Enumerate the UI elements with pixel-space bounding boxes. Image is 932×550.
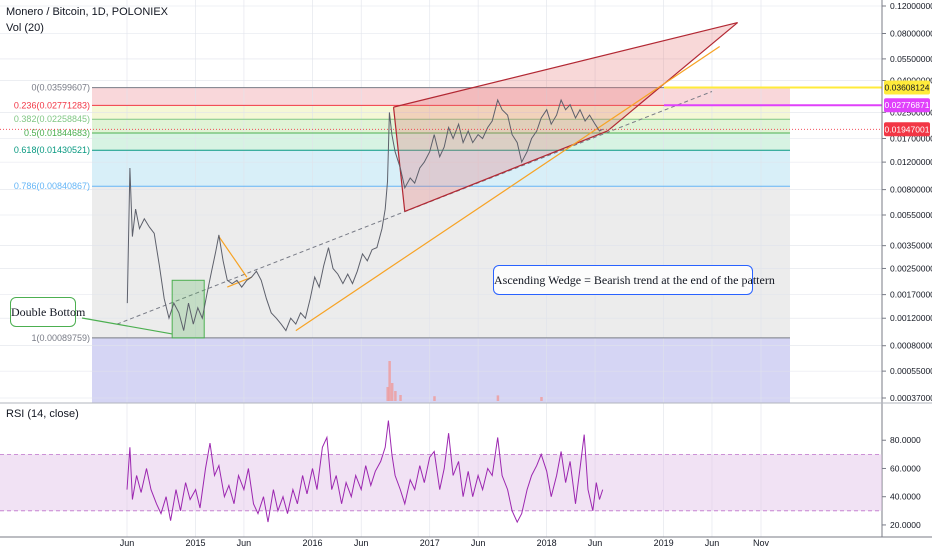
y-tick-label: 0.00170000 — [890, 290, 932, 300]
price-label-box — [884, 98, 930, 113]
price-label-text: 0.01947001 — [885, 124, 930, 134]
orange-trendline — [218, 236, 248, 278]
x-tick-label: 2017 — [420, 538, 440, 548]
price-label-text: 0.03608124 — [885, 82, 930, 92]
price-label-box — [884, 80, 930, 95]
fib-zone-below — [92, 337, 790, 403]
symbol-title: Monero / Bitcoin, 1D, POLONIEX — [6, 6, 169, 18]
x-tick-label: 2018 — [537, 538, 557, 548]
fib-level-label: 0(0.03599607) — [31, 83, 90, 93]
price-label-text: 0.02776871 — [885, 100, 930, 110]
fib-level-label: 1(0.00089759) — [31, 333, 90, 343]
y-tick-label: 0.01200000 — [890, 157, 932, 167]
rsi-line — [126, 420, 604, 524]
fib-level-label: 0.786(0.00840867) — [14, 181, 90, 191]
volume-bar — [388, 361, 391, 401]
fib-level-label: 0.618(0.01430521) — [14, 145, 90, 155]
fib-zone — [92, 150, 790, 187]
volume-bar — [394, 391, 397, 401]
wedge-note: Ascending Wedge = Bearish trend at the e… — [493, 265, 775, 295]
x-tick-label: Jun — [471, 538, 486, 548]
wedge-base-line — [392, 107, 406, 212]
fib-zone — [92, 186, 790, 338]
y-tick-label: 0.12000000 — [890, 1, 932, 11]
orange-trendline — [295, 46, 721, 332]
y-tick-label: 0.00250000 — [890, 263, 932, 273]
y-tick-label: 0.08000000 — [890, 28, 932, 38]
volume-legend: Vol (20) — [6, 22, 44, 34]
fib-level-label: 0.382(0.02258845) — [14, 114, 90, 124]
rsi-tick-label: 80.0000 — [890, 435, 921, 445]
x-tick-label: Jun — [237, 538, 252, 548]
fib-zone — [92, 87, 790, 106]
x-tick-label: Jun — [354, 538, 369, 548]
x-tick-label: Nov — [753, 538, 770, 548]
fib-zone — [92, 132, 790, 151]
y-tick-label: 0.00080000 — [890, 341, 932, 351]
rsi-tick-label: 60.0000 — [890, 463, 921, 473]
y-tick-label: 0.00055000 — [890, 366, 932, 376]
dashed-trendline — [116, 91, 713, 325]
orange-trendline — [227, 276, 252, 288]
wedge-apex-line — [607, 22, 738, 132]
volume-bar — [386, 387, 389, 401]
y-tick-label: 0.00120000 — [890, 313, 932, 323]
x-tick-label: Jun — [588, 538, 603, 548]
y-tick-label: 0.05500000 — [890, 54, 932, 64]
volume-bar — [540, 397, 543, 401]
fib-level-label: 0.236(0.02771283) — [14, 100, 90, 110]
double-bottom-callout: Double Bottom — [10, 297, 85, 327]
y-tick-label: 0.00037000 — [890, 393, 932, 403]
volume-bar — [433, 396, 436, 401]
x-tick-label: Jun — [705, 538, 720, 548]
volume-bar — [399, 395, 402, 401]
y-tick-label: 0.00350000 — [890, 241, 932, 251]
wedge-upper-line — [393, 21, 738, 108]
x-tick-label: 2016 — [302, 538, 322, 548]
rsi-tick-label: 40.0000 — [890, 492, 921, 502]
volume-bar — [390, 383, 394, 401]
price-line — [126, 98, 603, 332]
y-tick-label: 0.01700000 — [890, 133, 932, 143]
y-tick-label: 0.00550000 — [890, 210, 932, 220]
x-tick-label: Jun — [120, 538, 135, 548]
fib-level-label: 0.5(0.01844683) — [24, 128, 90, 138]
rsi-tick-label: 20.0000 — [890, 520, 921, 530]
wedge-fill — [393, 22, 738, 212]
x-tick-label: 2019 — [654, 538, 674, 548]
rsi-legend: RSI (14, close) — [6, 408, 79, 420]
x-tick-label: 2015 — [186, 538, 206, 548]
volume-bar — [496, 395, 500, 401]
y-tick-label: 0.02500000 — [890, 107, 932, 117]
y-tick-label: 0.00800000 — [890, 185, 932, 195]
price-label-box — [884, 122, 930, 137]
double-bottom-pointer — [81, 317, 173, 335]
